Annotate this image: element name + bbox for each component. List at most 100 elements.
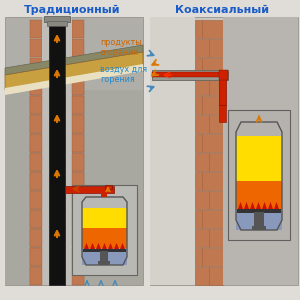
- Bar: [252, 226, 266, 230]
- Bar: [30, 172, 42, 190]
- Bar: [30, 191, 42, 209]
- Bar: [72, 229, 84, 247]
- Polygon shape: [102, 243, 107, 249]
- Bar: [83, 249, 126, 252]
- Bar: [30, 134, 42, 152]
- Bar: [30, 96, 42, 114]
- Bar: [72, 96, 84, 114]
- Bar: [72, 185, 137, 275]
- Bar: [150, 17, 298, 285]
- Bar: [30, 77, 42, 95]
- Bar: [195, 172, 223, 190]
- Bar: [30, 248, 42, 266]
- Polygon shape: [5, 52, 143, 90]
- Bar: [30, 153, 42, 171]
- Text: продукты
сгорания: продукты сгорания: [100, 38, 142, 57]
- Bar: [72, 58, 84, 76]
- Polygon shape: [120, 243, 125, 249]
- Bar: [195, 248, 223, 266]
- Bar: [49, 17, 65, 285]
- Bar: [105, 185, 112, 189]
- Bar: [30, 96, 42, 114]
- Bar: [195, 267, 223, 285]
- Bar: [30, 191, 42, 209]
- Polygon shape: [108, 243, 113, 249]
- Bar: [72, 20, 84, 38]
- Bar: [219, 75, 226, 105]
- Bar: [195, 96, 223, 114]
- Polygon shape: [274, 202, 279, 209]
- Bar: [72, 153, 84, 171]
- Bar: [49, 20, 65, 285]
- Bar: [195, 77, 223, 95]
- Bar: [195, 153, 223, 171]
- Bar: [82, 226, 127, 248]
- Bar: [72, 172, 84, 190]
- Bar: [30, 20, 42, 38]
- Bar: [237, 209, 281, 213]
- Bar: [30, 267, 42, 285]
- Text: Традиционный: Традиционный: [24, 5, 120, 15]
- Bar: [30, 58, 42, 76]
- Bar: [30, 229, 42, 247]
- Bar: [150, 17, 195, 285]
- Bar: [30, 77, 42, 95]
- Bar: [72, 134, 84, 152]
- Bar: [72, 248, 84, 266]
- Bar: [44, 16, 70, 22]
- Bar: [152, 72, 228, 77]
- Bar: [72, 267, 84, 285]
- Bar: [195, 229, 223, 247]
- Polygon shape: [5, 64, 143, 95]
- Polygon shape: [90, 243, 95, 249]
- Bar: [195, 191, 223, 209]
- Bar: [42, 17, 72, 285]
- Bar: [30, 248, 42, 266]
- Bar: [72, 229, 84, 247]
- Polygon shape: [114, 243, 119, 249]
- Bar: [72, 210, 84, 228]
- Polygon shape: [96, 243, 101, 249]
- Bar: [72, 172, 84, 190]
- Bar: [72, 77, 84, 95]
- Bar: [47, 21, 67, 26]
- Bar: [195, 134, 223, 152]
- Text: Коаксиальный: Коаксиальный: [175, 5, 269, 15]
- Bar: [30, 267, 42, 285]
- Text: воздух для
горения: воздух для горения: [100, 65, 147, 84]
- Bar: [72, 115, 84, 133]
- Bar: [82, 208, 127, 228]
- Bar: [30, 153, 42, 171]
- Bar: [30, 39, 42, 57]
- Bar: [195, 210, 223, 228]
- Bar: [30, 172, 42, 190]
- Bar: [100, 251, 108, 263]
- Bar: [5, 17, 143, 285]
- Bar: [236, 136, 282, 181]
- Polygon shape: [238, 202, 243, 209]
- Bar: [195, 20, 223, 38]
- Polygon shape: [268, 202, 273, 209]
- Bar: [72, 115, 84, 133]
- Bar: [195, 58, 223, 76]
- Bar: [30, 229, 42, 247]
- Bar: [195, 39, 223, 57]
- Bar: [236, 179, 282, 209]
- Bar: [72, 77, 84, 95]
- Bar: [30, 210, 42, 228]
- Bar: [30, 115, 42, 133]
- Bar: [72, 267, 84, 285]
- Bar: [82, 247, 127, 265]
- Bar: [72, 134, 84, 152]
- Polygon shape: [244, 202, 249, 209]
- Bar: [72, 191, 84, 209]
- Bar: [101, 191, 107, 197]
- Bar: [30, 210, 42, 228]
- Bar: [223, 17, 298, 285]
- Polygon shape: [84, 243, 89, 249]
- Bar: [254, 212, 264, 228]
- Bar: [98, 261, 110, 265]
- Polygon shape: [262, 202, 267, 209]
- Bar: [65, 186, 114, 193]
- Bar: [72, 96, 84, 114]
